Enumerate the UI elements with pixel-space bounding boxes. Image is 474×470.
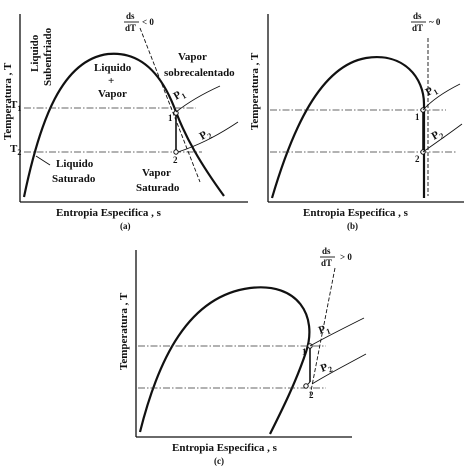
panel-a-subcooled-label-2: Subenfriado: [42, 27, 54, 86]
panel-a-superheated-label-2: sobrecalentado: [164, 67, 235, 79]
panel-a-slope-num: ds: [126, 11, 135, 21]
panel-c-x-label: Entropia Especifica , s: [172, 442, 278, 454]
panel-a-state-2: [173, 149, 179, 155]
panel-b-caption: (b): [347, 221, 358, 231]
panel-b-saturation-dome: [270, 56, 426, 199]
panel-b-slope-num: ds: [413, 11, 422, 21]
panel-a-state-1-label: 1: [168, 113, 173, 123]
panel-b: Temperatura , T Entropia Especifica , s …: [249, 11, 464, 231]
panel-a-p1-label: P1: [172, 87, 188, 104]
panel-b-y-label: Temperatura , T: [249, 52, 261, 130]
panel-c-saturation-dome: [138, 286, 311, 435]
panel-a-state-1: [173, 110, 179, 116]
panel-a-mix-label-3: Vapor: [98, 88, 127, 100]
panel-b-p2-label: P2: [430, 127, 446, 144]
panel-a-mix-label-1: Liquido: [94, 62, 132, 74]
panel-a-subcooled-label-1: Liquido: [29, 34, 41, 72]
panel-a-isobar-p2: [177, 121, 239, 153]
panel-b-slope-sign: ~ 0: [429, 17, 441, 27]
panel-a-mix-label-2: +: [108, 75, 114, 87]
panel-c-isobar-p2: [311, 353, 367, 385]
panel-b-p1-label: P1: [424, 83, 440, 100]
panel-a-caption: (a): [120, 221, 131, 231]
panel-b-slope-den: dT: [412, 23, 423, 33]
panel-a-sat-liquid-pointer: [35, 155, 51, 166]
panel-c-slope-den: dT: [321, 258, 332, 268]
panel-b-state-2-label: 2: [415, 154, 420, 164]
panel-a-sat-vapor-label-2: Saturado: [136, 182, 180, 194]
panel-a-t2-label: T2: [10, 143, 21, 157]
panel-a-state-2-label: 2: [173, 155, 178, 165]
panel-c-caption: (c): [214, 456, 224, 466]
panel-a-slope-sign: < 0: [142, 17, 154, 27]
panel-c-slope-sign: > 0: [340, 252, 352, 262]
panel-a-sat-vapor-label-1: Vapor: [142, 167, 171, 179]
panel-c-p2-label: P2: [319, 360, 334, 377]
panel-c-slope-num: ds: [322, 246, 331, 256]
panel-c-isobar-p1: [309, 317, 365, 347]
panel-b-x-label: Entropia Especifica , s: [303, 207, 409, 219]
panel-a-sat-liquid-label-1: Liquido: [56, 158, 94, 170]
panel-a-superheated-label-1: Vapor: [178, 51, 207, 63]
panel-a-slope-den: dT: [125, 23, 136, 33]
panel-c-state-1-label: 1: [302, 347, 307, 357]
panel-c-slope-line: [309, 267, 336, 397]
panel-c-p1-label: P1: [317, 322, 332, 339]
panel-c-state-2: [303, 383, 309, 389]
panel-a-y-label: Temperatura , T: [2, 62, 14, 140]
panel-b-state-1-label: 1: [415, 112, 420, 122]
panel-b-isobar-p2: [422, 123, 463, 153]
panel-c-state-2-label: 2: [309, 390, 314, 400]
panel-a-isobar-p1: [175, 85, 221, 113]
panel-a-sat-liquid-label-2: Saturado: [52, 173, 96, 185]
panel-c: Temperatura , T Entropia Especifica , s …: [118, 246, 367, 466]
panel-b-isobar-p1: [422, 83, 461, 111]
panel-a-saturation-dome: [22, 52, 225, 198]
panel-c-y-label: Temperatura , T: [118, 292, 130, 370]
panel-a-p2-label: P2: [198, 127, 214, 144]
panel-a-t1-label: T1: [10, 99, 21, 113]
panel-a-x-label: Entropia Especifica , s: [56, 207, 162, 219]
panel-a: Temperatura , T Entropia Especifica , s …: [2, 11, 248, 231]
panel-a-slope-line: [139, 27, 201, 183]
